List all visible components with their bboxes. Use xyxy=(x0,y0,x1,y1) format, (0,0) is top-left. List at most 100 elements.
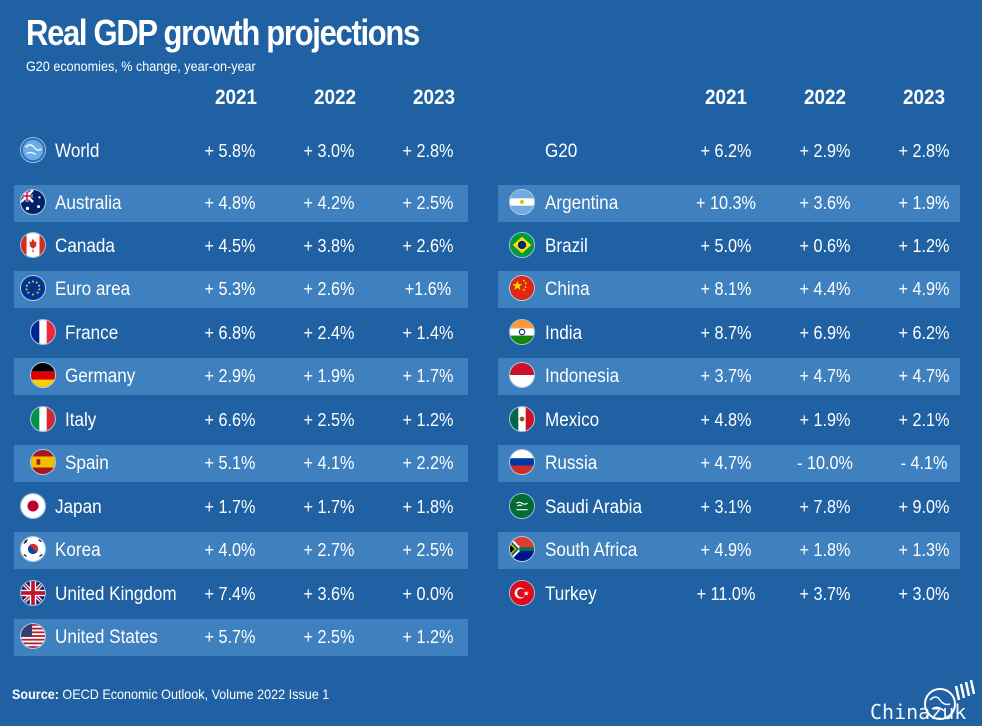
value-2023: + 2.2% xyxy=(402,453,454,473)
value-2021: + 3.7% xyxy=(700,366,752,386)
value-2022: + 0.6% xyxy=(799,236,851,256)
row-label: Spain xyxy=(65,453,109,474)
value-2023: + 1.9% xyxy=(898,193,950,213)
left-header-2021: 2021 xyxy=(214,86,258,109)
left-header-2022: 2022 xyxy=(313,86,357,109)
row-label: World xyxy=(55,141,100,162)
spain-flag-icon xyxy=(30,449,56,475)
table-row: Australia + 4.8% + 4.2% + 2.5% xyxy=(14,185,468,222)
value-2023: + 2.8% xyxy=(898,141,950,161)
value-2021: + 3.1% xyxy=(700,497,752,517)
uk-flag-icon xyxy=(20,580,46,606)
value-2023: + 4.9% xyxy=(898,279,950,299)
value-2023: + 2.5% xyxy=(402,193,454,213)
value-2023: + 1.2% xyxy=(402,627,454,647)
table-row: China + 8.1% + 4.4% + 4.9% xyxy=(498,271,960,308)
value-2021: + 7.4% xyxy=(204,584,256,604)
table-row: Russia + 4.7% - 10.0% - 4.1% xyxy=(498,445,960,482)
table-row: Japan + 1.7% + 1.7% + 1.8% xyxy=(14,489,468,526)
oecd-logo-icon xyxy=(924,679,976,720)
value-2022: + 2.5% xyxy=(303,627,355,647)
value-2022: + 1.8% xyxy=(799,540,851,560)
chart-title: Real GDP growth projections xyxy=(26,12,420,53)
row-label: Mexico xyxy=(545,410,600,431)
brazil-flag-icon xyxy=(509,232,535,258)
eu-flag-icon xyxy=(20,275,46,301)
row-label: South Africa xyxy=(545,540,638,561)
left-header-2023: 2023 xyxy=(412,86,456,109)
row-label: United States xyxy=(55,627,158,648)
value-2021: + 8.1% xyxy=(700,279,752,299)
table-row: Mexico + 4.8% + 1.9% + 2.1% xyxy=(498,402,960,439)
value-2022: + 3.6% xyxy=(799,193,851,213)
australia-flag-icon xyxy=(20,189,46,215)
italy-flag-icon xyxy=(30,406,56,432)
source-label: Source: xyxy=(12,686,59,702)
value-2021: + 4.0% xyxy=(204,540,256,560)
value-2021: + 5.0% xyxy=(700,236,752,256)
row-label: G20 xyxy=(545,141,578,162)
value-2023: +1.6% xyxy=(404,279,452,299)
value-2021: + 4.9% xyxy=(700,540,752,560)
value-2022: + 3.0% xyxy=(303,141,355,161)
row-label: Argentina xyxy=(545,193,619,214)
table-row: Turkey + 11.0% + 3.7% + 3.0% xyxy=(498,576,960,613)
value-2021: + 1.7% xyxy=(204,497,256,517)
value-2022: + 2.4% xyxy=(303,323,355,343)
japan-flag-icon xyxy=(20,493,46,519)
value-2021: + 4.5% xyxy=(204,236,256,256)
table-row: Saudi Arabia + 3.1% + 7.8% + 9.0% xyxy=(498,489,960,526)
value-2022: + 2.9% xyxy=(799,141,851,161)
usa-flag-icon xyxy=(20,623,46,649)
turkey-flag-icon xyxy=(509,580,535,606)
value-2022: + 1.7% xyxy=(303,497,355,517)
value-2021: + 11.0% xyxy=(696,584,756,604)
table-row: Canada + 4.5% + 3.8% + 2.6% xyxy=(14,228,468,265)
value-2023: + 2.6% xyxy=(402,236,454,256)
south-africa-flag-icon xyxy=(509,536,535,562)
indonesia-flag-icon xyxy=(509,362,535,388)
value-2023: + 2.5% xyxy=(402,540,454,560)
india-flag-icon xyxy=(509,319,535,345)
value-2022: + 1.9% xyxy=(303,366,355,386)
value-2022: + 4.7% xyxy=(799,366,851,386)
value-2023: + 2.8% xyxy=(402,141,454,161)
table-row: World + 5.8% + 3.0% + 2.8% xyxy=(14,133,468,170)
table-row: Brazil + 5.0% + 0.6% + 1.2% xyxy=(498,228,960,265)
table-row: South Africa + 4.9% + 1.8% + 1.3% xyxy=(498,532,960,569)
row-label: France xyxy=(65,323,119,344)
value-2022: + 3.7% xyxy=(799,584,851,604)
value-2023: + 9.0% xyxy=(898,497,950,517)
source-text: OECD Economic Outlook, Volume 2022 Issue… xyxy=(58,686,330,702)
value-2022: + 3.8% xyxy=(303,236,355,256)
value-2022: + 4.1% xyxy=(303,453,355,473)
value-2023: + 1.2% xyxy=(402,410,454,430)
argentina-flag-icon xyxy=(509,189,535,215)
row-label: Brazil xyxy=(545,236,588,257)
table-row: Euro area + 5.3% + 2.6% +1.6% xyxy=(14,271,468,308)
value-2022: - 10.0% xyxy=(797,453,853,473)
row-label: Turkey xyxy=(545,584,597,605)
value-2021: + 2.9% xyxy=(204,366,256,386)
value-2023: + 0.0% xyxy=(402,584,454,604)
table-row: India + 8.7% + 6.9% + 6.2% xyxy=(498,315,960,352)
row-label: China xyxy=(545,279,590,300)
value-2023: + 1.2% xyxy=(898,236,950,256)
value-2022: + 2.5% xyxy=(303,410,355,430)
value-2021: + 5.1% xyxy=(204,453,256,473)
row-label: United Kingdom xyxy=(55,584,177,605)
table-row: Spain + 5.1% + 4.1% + 2.2% xyxy=(14,445,468,482)
value-2022: + 4.4% xyxy=(799,279,851,299)
row-label: Saudi Arabia xyxy=(545,497,642,518)
germany-flag-icon xyxy=(30,362,56,388)
value-2022: + 7.8% xyxy=(799,497,851,517)
table-row: Indonesia + 3.7% + 4.7% + 4.7% xyxy=(498,358,960,395)
value-2023: + 2.1% xyxy=(898,410,950,430)
value-2022: + 2.7% xyxy=(303,540,355,560)
canada-flag-icon xyxy=(20,232,46,258)
right-header-2021: 2021 xyxy=(704,86,748,109)
value-2021: + 6.6% xyxy=(204,410,256,430)
value-2023: + 4.7% xyxy=(898,366,950,386)
source-note: Source: OECD Economic Outlook, Volume 20… xyxy=(12,686,329,702)
value-2022: + 4.2% xyxy=(303,193,355,213)
